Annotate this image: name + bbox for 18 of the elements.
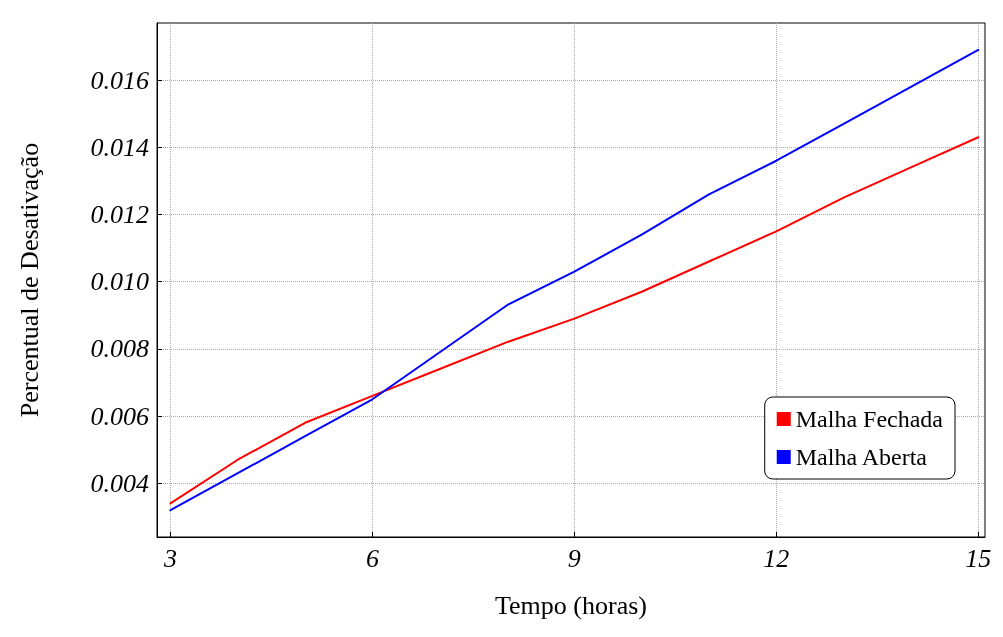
y-tick-label: 0.016 <box>90 65 149 95</box>
x-tick-label: 15 <box>965 543 992 573</box>
y-tick-label: 0.014 <box>90 132 149 162</box>
y-tick-label: 0.010 <box>90 267 149 297</box>
legend-label: Malha Fechada <box>795 406 944 432</box>
line-series <box>169 48 980 512</box>
x-tick-label: 3 <box>162 543 177 573</box>
x-tick-label: 6 <box>365 543 379 573</box>
y-tick-label: 0.008 <box>90 334 149 364</box>
x-tick-label: 12 <box>763 543 790 573</box>
x-tick-label: 9 <box>567 543 581 573</box>
y-tick-label: 0.012 <box>90 199 149 229</box>
line-series <box>169 136 980 505</box>
legend-label: Malha Aberta <box>795 444 928 470</box>
x-axis-title: Tempo (horas) <box>495 590 647 620</box>
y-tick-label: 0.004 <box>90 468 149 498</box>
y-axis-title: Percentual de Desativação <box>14 142 44 418</box>
y-tick-label: 0.006 <box>90 401 149 431</box>
